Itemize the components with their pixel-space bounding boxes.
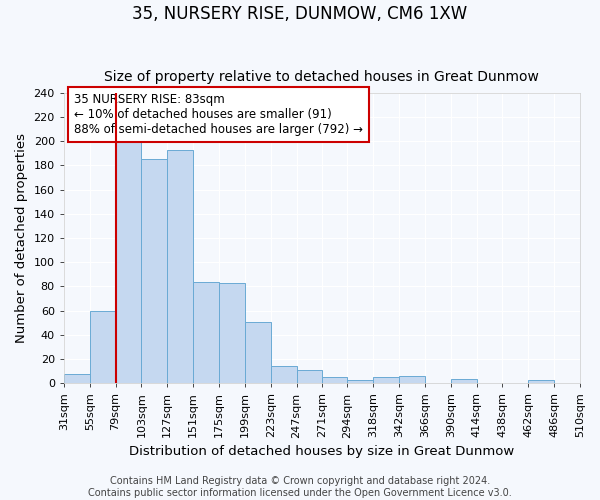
Bar [296, 370, 322, 384]
Bar [142, 160, 167, 384]
Bar [89, 310, 116, 384]
Bar [116, 140, 142, 384]
Text: Contains HM Land Registry data © Crown copyright and database right 2024.
Contai: Contains HM Land Registry data © Crown c… [88, 476, 512, 498]
Bar [64, 374, 89, 384]
Bar [528, 380, 554, 384]
Text: 35 NURSERY RISE: 83sqm
← 10% of detached houses are smaller (91)
88% of semi-det: 35 NURSERY RISE: 83sqm ← 10% of detached… [74, 92, 363, 136]
Bar [245, 322, 271, 384]
Bar [271, 366, 296, 384]
Title: Size of property relative to detached houses in Great Dunmow: Size of property relative to detached ho… [104, 70, 539, 85]
Bar [451, 378, 476, 384]
Bar [322, 378, 347, 384]
Bar [193, 282, 219, 384]
Bar [347, 380, 373, 384]
Bar [399, 376, 425, 384]
Bar [219, 283, 245, 384]
Bar [373, 378, 399, 384]
Bar [167, 150, 193, 384]
Y-axis label: Number of detached properties: Number of detached properties [15, 133, 28, 343]
Text: 35, NURSERY RISE, DUNMOW, CM6 1XW: 35, NURSERY RISE, DUNMOW, CM6 1XW [133, 5, 467, 23]
X-axis label: Distribution of detached houses by size in Great Dunmow: Distribution of detached houses by size … [129, 444, 515, 458]
